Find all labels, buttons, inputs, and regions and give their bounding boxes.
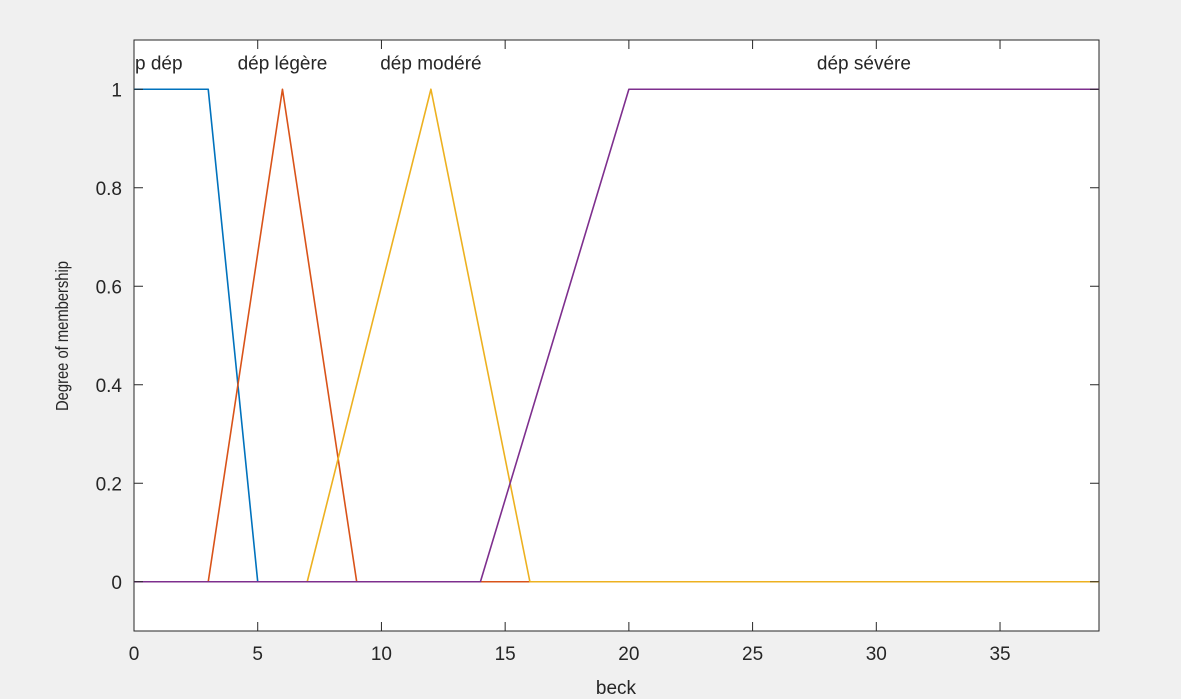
x-tick-label: 30 [866,644,887,665]
x-tick-label: 0 [129,644,140,665]
y-tick-label: 0.2 [96,474,122,495]
y-tick-label: 0.8 [96,179,122,200]
membership-label: dép modéré [380,54,481,75]
y-axis-label: Degree of membership [53,261,73,411]
plot-area [133,39,1100,632]
x-tick-label: 5 [252,644,263,665]
y-tick-label: 0 [111,573,122,594]
membership-label: dép sévére [817,54,911,75]
x-tick-label: 20 [618,644,639,665]
y-tick-label: 1 [111,80,122,101]
label-layer: p dép dép légère dép modéré dép sévére [135,54,911,75]
x-axis-label: beck [596,678,637,699]
membership-label: p dép [135,54,183,75]
y-tick-label: 0.4 [96,376,123,397]
y-tick-label: 0.6 [96,277,122,298]
series-line-4 [134,88,1099,583]
x-tick-label: 15 [495,644,516,665]
series-layer [134,88,1099,583]
membership-label: dép légère [238,54,328,75]
x-tick-label: 35 [989,644,1010,665]
x-tick-label: 25 [742,644,763,665]
tick-layer: 0 5 10 15 20 25 30 35 0 0.2 0.4 0.6 0.8 1 [96,40,1099,665]
x-tick-label: 10 [371,644,392,665]
